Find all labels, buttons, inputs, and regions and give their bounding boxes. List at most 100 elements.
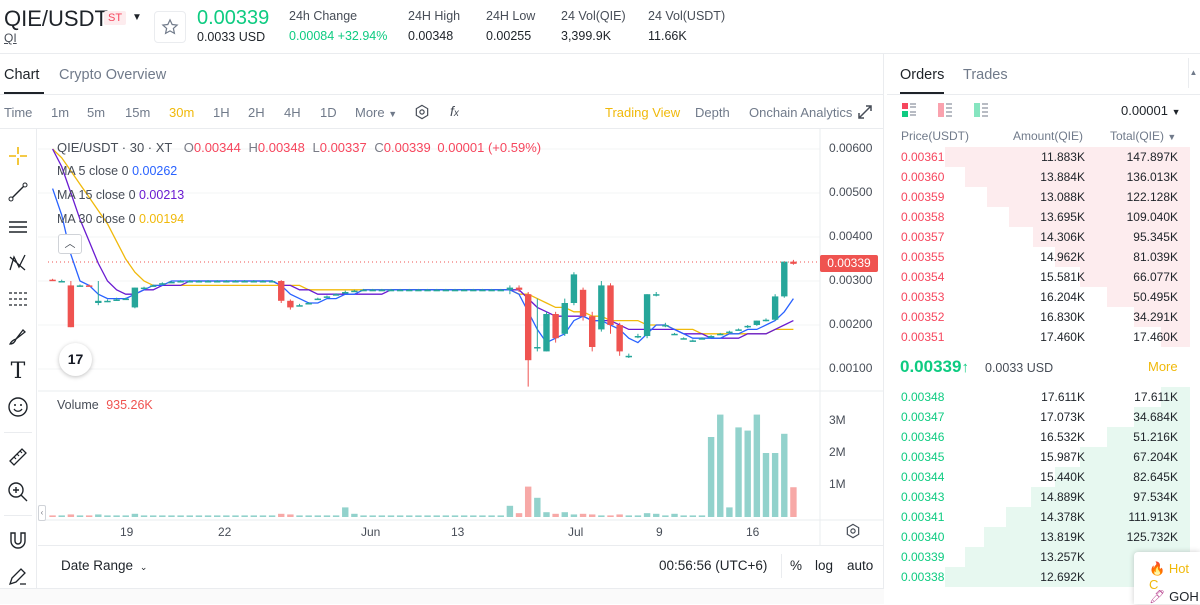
emoji-icon[interactable] — [4, 393, 32, 421]
zoom-in-icon[interactable] — [4, 478, 32, 506]
hot-item[interactable]: 🔥 Hot C — [1149, 561, 1200, 592]
ask-row[interactable]: 0.00355 14.962K 81.039K — [893, 247, 1190, 267]
volume-bar — [653, 513, 660, 517]
candle-body — [95, 300, 102, 303]
tab-chart[interactable]: Chart — [4, 67, 40, 83]
candle-body — [744, 325, 751, 328]
volume-bar — [735, 427, 742, 517]
more-link[interactable]: More — [1148, 359, 1178, 374]
view-onchain-analytics[interactable]: Onchain Analytics — [749, 105, 853, 120]
ask-row[interactable]: 0.00351 17.460K 17.460K — [893, 327, 1190, 347]
amount-cell: 14.378K — [1040, 510, 1085, 524]
tradingview-logo[interactable]: 17 — [59, 343, 92, 376]
depth-bar — [1006, 507, 1190, 527]
interval-1d[interactable]: 1D — [320, 105, 337, 120]
horizontal-lines-icon[interactable] — [4, 213, 32, 241]
ruler-icon[interactable] — [4, 443, 32, 471]
volume-bar — [771, 453, 779, 517]
base-name-link[interactable]: QI — [4, 31, 17, 45]
divider — [4, 515, 32, 516]
interval-1m[interactable]: 1m — [51, 105, 70, 120]
tab-crypto-overview[interactable]: Crypto Overview — [59, 67, 167, 83]
auto-toggle[interactable]: auto — [847, 558, 874, 573]
candle-body — [643, 294, 651, 336]
pair-symbol[interactable]: QIE/USDT — [4, 6, 108, 31]
tab-orders[interactable]: Orders — [900, 67, 945, 83]
ask-row[interactable]: 0.00352 16.830K 34.291K — [893, 307, 1190, 327]
volume-bar — [488, 515, 495, 517]
ask-row[interactable]: 0.00359 13.088K 122.128K — [893, 187, 1190, 207]
trend-line-icon[interactable] — [4, 178, 32, 206]
time-tick: Jul — [568, 525, 584, 539]
ask-row[interactable]: 0.00361 11.883K 147.897K — [893, 147, 1190, 167]
ask-row[interactable]: 0.00360 13.884K 136.013K — [893, 167, 1190, 187]
interval-5m[interactable]: 5m — [87, 105, 106, 120]
bid-row[interactable]: 0.00344 15.440K 82.645K — [893, 467, 1190, 487]
collapse-legend-button[interactable]: ︿ — [58, 234, 82, 254]
amount-cell: 17.073K — [1040, 410, 1085, 424]
bid-row[interactable]: 0.00346 16.532K 51.216K — [893, 427, 1190, 447]
bid-row[interactable]: 0.00348 17.611K 17.611K — [893, 387, 1190, 407]
view-both-icon[interactable] — [901, 102, 917, 123]
volume-bar — [762, 453, 770, 517]
volume-tick: 2M — [829, 445, 846, 459]
candle-body — [113, 299, 120, 301]
view-depth[interactable]: Depth — [695, 105, 730, 120]
ask-row[interactable]: 0.00354 15.581K 66.077K — [893, 267, 1190, 287]
volume-tick: 1M — [829, 477, 846, 491]
price-cell: 0.00346 — [901, 430, 945, 444]
interval-4h[interactable]: 4H — [284, 105, 301, 120]
pattern-icon[interactable] — [4, 249, 32, 277]
interval-30m[interactable]: 30m — [169, 105, 195, 120]
view-bids-icon[interactable] — [973, 102, 989, 123]
indicator-fx-icon[interactable]: fx — [450, 103, 459, 119]
bid-row[interactable]: 0.00343 14.889K 97.534K — [893, 487, 1190, 507]
volume-bar — [607, 515, 614, 517]
lock-drawing-icon[interactable] — [4, 562, 32, 590]
amount-cell: 11.883K — [1041, 150, 1085, 164]
bid-row[interactable]: 0.00347 17.073K 34.684K — [893, 407, 1190, 427]
ask-row[interactable]: 0.00357 14.306K 95.345K — [893, 227, 1190, 247]
date-range-button[interactable]: Date Range ⌄ — [61, 558, 147, 573]
precision-select[interactable]: 0.00001 ▼ — [1121, 103, 1181, 118]
clock[interactable]: 00:56:56 (UTC+6) — [659, 558, 768, 573]
hot-popup[interactable]: 🔥 Hot C 🖊 GOH — [1134, 552, 1200, 604]
percent-toggle[interactable]: % — [790, 558, 803, 573]
magnet-icon[interactable] — [4, 526, 32, 554]
ma5-line — [51, 188, 794, 344]
candle-body — [607, 285, 614, 325]
text-icon[interactable]: T — [10, 358, 26, 384]
view-asks-icon[interactable] — [937, 102, 953, 123]
goh-item[interactable]: 🖊 GOH — [1149, 589, 1199, 605]
chart-area[interactable] — [38, 129, 884, 545]
crosshair-icon[interactable] — [4, 142, 32, 170]
pair-dropdown-icon[interactable]: ▼ — [132, 12, 142, 23]
interval-15m[interactable]: 15m — [125, 105, 151, 120]
bid-row[interactable]: 0.00341 14.378K 111.913K — [893, 507, 1190, 527]
interval-1h[interactable]: 1H — [213, 105, 230, 120]
fib-levels-icon[interactable] — [4, 285, 32, 313]
volume-bar — [451, 515, 459, 517]
price-cell: 0.00352 — [901, 310, 945, 324]
brush-icon[interactable] — [4, 322, 32, 350]
scroll-up-icon[interactable]: ▲ — [1188, 58, 1198, 88]
ask-row[interactable]: 0.00353 16.204K 50.495K — [893, 287, 1190, 307]
expand-icon[interactable] — [857, 104, 873, 125]
chart-settings-icon[interactable] — [845, 523, 861, 544]
favorite-button[interactable] — [154, 11, 186, 43]
view-trading-view[interactable]: Trading View — [605, 105, 681, 120]
candle-body — [85, 285, 93, 287]
ask-row[interactable]: 0.00358 13.695K 109.040K — [893, 207, 1190, 227]
more-intervals-button[interactable]: More ▼ — [355, 105, 397, 120]
amount-cell: 12.692K — [1040, 570, 1085, 584]
depth-bar — [1008, 207, 1190, 227]
tab-trades[interactable]: Trades — [963, 67, 1008, 83]
candle-body — [680, 338, 687, 340]
scroll-left-handle[interactable]: ‹ — [38, 505, 46, 521]
interval-2h[interactable]: 2H — [248, 105, 265, 120]
bid-row[interactable]: 0.00345 15.987K 67.204K — [893, 447, 1190, 467]
log-toggle[interactable]: log — [815, 558, 834, 573]
settings-icon[interactable] — [414, 104, 430, 125]
bid-row[interactable]: 0.00340 13.819K 125.732K — [893, 527, 1190, 547]
